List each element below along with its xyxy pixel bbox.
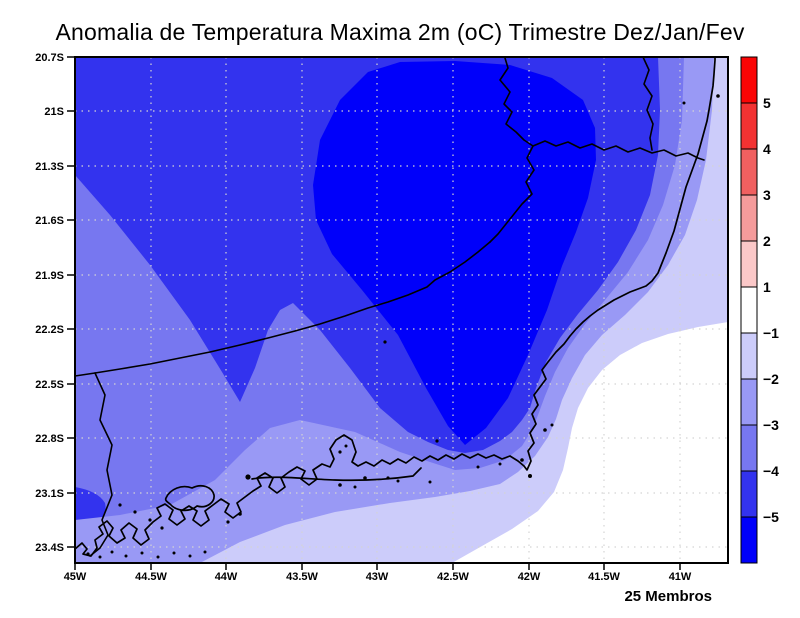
colorbar-label: 3 [763, 187, 771, 203]
xtick-label: 43.5W [286, 571, 318, 583]
colorbar-seg-m4-m3 [740, 424, 758, 472]
colorbar-seg-4-5 [740, 102, 758, 150]
colorbar-seg-3-4 [740, 148, 758, 196]
state-border-southwest-diagonal [75, 241, 491, 377]
ytick-label: 23.1S [35, 488, 64, 500]
ytick-label: 22.8S [35, 433, 64, 445]
colorbar-seg-2-3 [740, 194, 758, 242]
ytick-label: 21.3S [35, 161, 64, 173]
ytick-label: 22.5S [35, 379, 64, 391]
state-border-west [89, 372, 113, 557]
contour-pocket-minus4-minus5-sw [75, 487, 106, 527]
chart-title: Anomalia de Temperatura Maxima 2m (oC) T… [55, 19, 744, 45]
xtick-label: 42.5W [437, 571, 469, 583]
ytick-label: 20.7S [35, 52, 64, 64]
ytick-label: 21.6S [35, 215, 64, 227]
colorbar-label: −4 [763, 463, 779, 479]
ytick-label: 22.2S [35, 324, 64, 336]
ytick-label: 21.9S [35, 270, 64, 282]
ytick-label: 21S [44, 106, 64, 118]
xtick-label: 42W [518, 571, 541, 583]
xtick-label: 45W [64, 571, 87, 583]
coastline [75, 57, 716, 557]
colorbar-seg-m3-m2 [740, 378, 758, 426]
xtick-label: 43W [366, 571, 389, 583]
colorbar-seg-m2-m1 [740, 332, 758, 380]
colorbar-seg-1-2 [740, 240, 758, 288]
colorbar-label: −5 [763, 509, 779, 525]
colorbar-seg-ltm5 [740, 516, 758, 564]
state-border-mid [489, 145, 535, 243]
axis-tick-marks [67, 56, 681, 570]
contour-band-above-minus1 [452, 322, 728, 563]
contour-band-below-minus5 [313, 61, 596, 445]
islet-dots [86, 94, 720, 559]
colorbar-label: 5 [763, 95, 771, 111]
colorbar-seg-m1-1 [740, 286, 758, 334]
xaxis-labels: 45W 44.5W 44W 43.5W 43W 42.5W 42W 41.5W … [64, 571, 692, 583]
colorbar-seg-gt5 [740, 56, 758, 104]
xtick-label: 41W [669, 571, 692, 583]
coastline-sepetiba-spit [251, 467, 422, 482]
xtick-label: 44W [215, 571, 238, 583]
state-border-top-right [642, 57, 654, 151]
colorbar-label: 1 [763, 279, 771, 295]
colorbar-label: −3 [763, 417, 779, 433]
colorbar-seg-m5-m4 [740, 470, 758, 518]
colorbar: 5 4 3 2 1 −1 −2 −3 −4 −5 [740, 56, 779, 564]
ytick-label: 23.4S [35, 542, 64, 554]
ensemble-members-annotation: 25 Membros [624, 588, 712, 605]
colorbar-label: 4 [763, 141, 771, 157]
yaxis-labels: 20.7S 21S 21.3S 21.6S 21.9S 22.2S 22.5S … [35, 52, 64, 554]
state-border-east [532, 140, 705, 161]
colorbar-label: 2 [763, 233, 771, 249]
xtick-label: 41.5W [588, 571, 620, 583]
colorbar-label: −1 [763, 325, 779, 341]
colorbar-label: −2 [763, 371, 779, 387]
contour-band-layer [75, 57, 728, 563]
coastline-border-layer [75, 57, 720, 559]
xtick-label: 44.5W [135, 571, 167, 583]
gridlines [75, 57, 728, 563]
map-frame [74, 56, 729, 564]
ilha-grande-island [164, 485, 215, 512]
state-border-north [499, 57, 534, 147]
